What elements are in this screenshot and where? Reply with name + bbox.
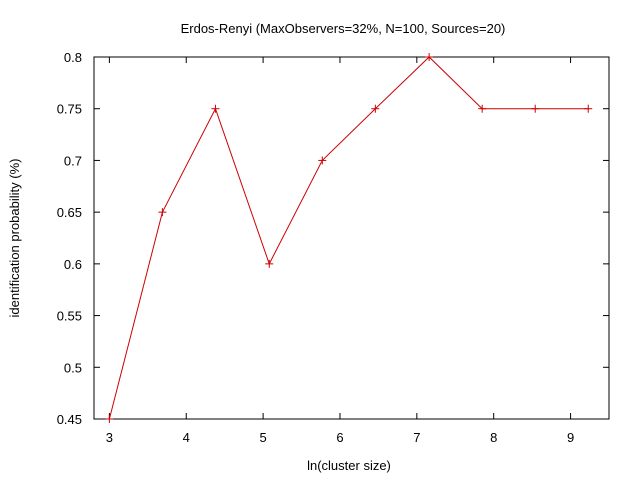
data-point-marker: [584, 104, 593, 113]
y-tick-label: 0.55: [57, 309, 82, 324]
y-tick-label: 0.5: [64, 360, 82, 375]
x-tick-label: 7: [413, 430, 420, 445]
data-point-marker: [531, 104, 540, 113]
data-point-marker: [211, 104, 220, 113]
y-axis-label: identification probability (%): [7, 159, 22, 318]
x-axis-label: ln(cluster size): [307, 458, 391, 473]
data-point-marker: [158, 208, 167, 217]
y-tick-label: 0.45: [57, 412, 82, 427]
x-tick-label: 3: [106, 430, 113, 445]
chart-title: Erdos-Renyi (MaxObservers=32%, N=100, So…: [181, 21, 506, 36]
data-series: [105, 53, 593, 423]
plot-area: 3 4 5 6 7 8 9 0.45 0.5 0.55 0.6 0.65 0.7 0.75 0.8: [57, 50, 610, 445]
y-axis: 0.45 0.5 0.55 0.6 0.65 0.7 0.75 0.8: [57, 50, 609, 427]
series-line: [108, 56, 589, 420]
data-point-marker: [478, 104, 487, 113]
x-tick-label: 9: [567, 430, 574, 445]
y-tick-label: 0.65: [57, 205, 82, 220]
x-tick-label: 8: [490, 430, 497, 445]
data-point-marker: [371, 104, 380, 113]
data-point-marker: [105, 415, 114, 423]
y-tick-label: 0.7: [64, 153, 82, 168]
x-tick-label: 6: [336, 430, 343, 445]
y-tick-label: 0.8: [64, 50, 82, 65]
data-point-marker: [265, 259, 274, 268]
x-tick-label: 4: [183, 430, 190, 445]
data-point-marker: [425, 53, 434, 61]
y-tick-label: 0.6: [64, 257, 82, 272]
data-point-marker: [318, 156, 327, 165]
y-tick-label: 0.75: [57, 102, 82, 117]
x-axis: 3 4 5 6 7 8 9: [106, 57, 574, 445]
x-tick-label: 5: [259, 430, 266, 445]
plot-frame: [93, 56, 610, 420]
